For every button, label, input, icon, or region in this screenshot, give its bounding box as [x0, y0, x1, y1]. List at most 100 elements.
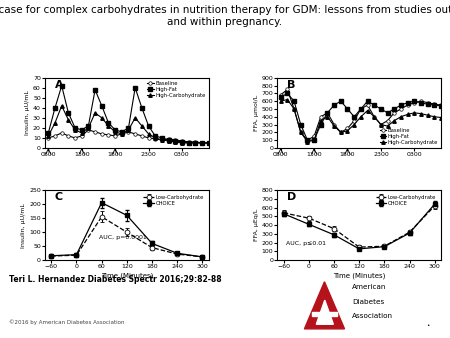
Baseline [338, 130, 343, 135]
High-Carbohydrate [59, 104, 64, 108]
High-Carbohydrate [92, 111, 98, 115]
High-Fat [186, 141, 191, 145]
High-Fat [206, 141, 211, 145]
High-Carbohydrate [392, 119, 397, 123]
High-Carbohydrate [199, 141, 205, 145]
Text: Teri L. Hernandez Diabetes Spectr 2016;29:82-88: Teri L. Hernandez Diabetes Spectr 2016;2… [9, 275, 221, 285]
Baseline [332, 122, 337, 126]
High-Carbohydrate [305, 140, 310, 144]
Text: Association: Association [352, 313, 393, 319]
Y-axis label: Insulin, μU/mL: Insulin, μU/mL [25, 90, 30, 135]
Baseline [45, 136, 51, 140]
Baseline [86, 128, 91, 132]
High-Fat [278, 95, 284, 99]
High-Carbohydrate [206, 141, 211, 145]
High-Fat [126, 126, 131, 130]
High-Fat [139, 106, 144, 110]
High-Carbohydrate [372, 115, 377, 119]
Baseline [278, 93, 284, 97]
High-Fat [179, 140, 184, 144]
High-Fat [92, 88, 98, 92]
Legend: Low-Carbohydrate, CHOICE: Low-Carbohydrate, CHOICE [141, 193, 206, 208]
Text: D: D [287, 192, 297, 202]
High-Fat [166, 138, 171, 142]
High-Fat [365, 99, 370, 103]
Y-axis label: Insulin, μU/mL: Insulin, μU/mL [21, 203, 26, 248]
High-Fat [432, 103, 437, 107]
Baseline [193, 140, 198, 144]
High-Fat [119, 130, 125, 134]
Text: •: • [426, 323, 430, 328]
High-Carbohydrate [146, 132, 151, 136]
High-Carbohydrate [52, 121, 58, 125]
High-Carbohydrate [325, 115, 330, 119]
High-Carbohydrate [153, 136, 158, 140]
Baseline [398, 107, 404, 111]
Baseline [132, 132, 138, 136]
High-Fat [438, 104, 444, 108]
High-Carbohydrate [72, 128, 78, 132]
High-Fat [412, 99, 417, 103]
High-Carbohydrate [45, 134, 51, 138]
High-Carbohydrate [332, 124, 337, 128]
Text: A: A [55, 80, 63, 90]
Text: C: C [55, 192, 63, 202]
High-Fat [392, 107, 397, 111]
X-axis label: Time (Minutes): Time (Minutes) [333, 272, 385, 279]
High-Carbohydrate [79, 131, 85, 135]
Baseline [318, 115, 324, 119]
Baseline [285, 88, 290, 92]
High-Carbohydrate [378, 122, 383, 126]
High-Fat [146, 124, 151, 128]
High-Fat [305, 138, 310, 142]
High-Carbohydrate [166, 139, 171, 143]
High-Carbohydrate [291, 107, 297, 111]
High-Carbohydrate [159, 138, 165, 142]
High-Fat [345, 107, 350, 111]
Baseline [206, 141, 211, 145]
High-Carbohydrate [99, 116, 104, 120]
Baseline [166, 137, 171, 141]
High-Fat [153, 134, 158, 138]
High-Fat [193, 141, 198, 145]
Baseline [179, 139, 184, 143]
High-Fat [298, 122, 303, 126]
High-Carbohydrate [172, 140, 178, 144]
Text: American: American [352, 284, 386, 290]
Legend: Low-Carbohydrate, CHOICE: Low-Carbohydrate, CHOICE [374, 193, 438, 208]
High-Fat [351, 115, 357, 119]
High-Carbohydrate [345, 129, 350, 133]
Line: High-Carbohydrate: High-Carbohydrate [47, 104, 210, 145]
High-Carbohydrate [119, 132, 125, 136]
Baseline [92, 130, 98, 134]
High-Carbohydrate [86, 126, 91, 130]
Bar [312, 312, 337, 316]
Baseline [298, 130, 303, 135]
High-Fat [318, 122, 324, 126]
High-Carbohydrate [438, 116, 444, 120]
Baseline [372, 115, 377, 119]
Baseline [358, 107, 364, 111]
Text: ©2016 by American Diabetes Association: ©2016 by American Diabetes Association [9, 319, 125, 325]
High-Carbohydrate [298, 130, 303, 135]
High-Fat [106, 121, 111, 125]
Baseline [66, 134, 71, 138]
High-Carbohydrate [405, 112, 410, 116]
High-Carbohydrate [412, 111, 417, 115]
Baseline [345, 126, 350, 130]
High-Carbohydrate [385, 124, 390, 128]
Line: Baseline: Baseline [279, 88, 443, 142]
Y-axis label: FFA, μEq/L: FFA, μEq/L [254, 209, 259, 241]
Baseline [52, 134, 58, 138]
Baseline [385, 119, 390, 123]
High-Carbohydrate [365, 108, 370, 113]
Baseline [79, 134, 85, 138]
Text: The case for complex carbohydrates in nutrition therapy for GDM: lessons from st: The case for complex carbohydrates in nu… [0, 5, 450, 27]
Polygon shape [316, 300, 333, 324]
High-Carbohydrate [66, 118, 71, 122]
Line: Baseline: Baseline [47, 128, 210, 145]
Baseline [432, 102, 437, 106]
Baseline [139, 134, 144, 138]
High-Fat [72, 126, 78, 130]
High-Carbohydrate [311, 138, 317, 142]
